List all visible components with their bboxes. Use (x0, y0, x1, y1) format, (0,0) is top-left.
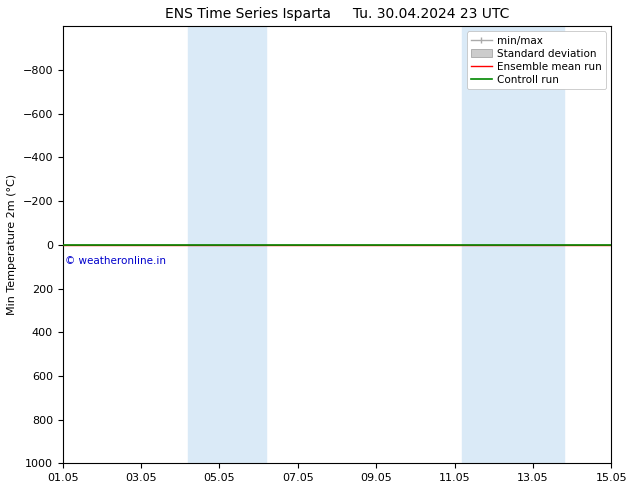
Bar (462, 26, 564, 464)
Legend: min/max, Standard deviation, Ensemble mean run, Controll run: min/max, Standard deviation, Ensemble me… (467, 31, 606, 89)
Y-axis label: Min Temperature 2m (°C): Min Temperature 2m (°C) (7, 174, 17, 316)
Text: © weatheronline.in: © weatheronline.in (65, 256, 165, 266)
Title: ENS Time Series Isparta     Tu. 30.04.2024 23 UTC: ENS Time Series Isparta Tu. 30.04.2024 2… (165, 7, 509, 21)
Bar (188, 26, 266, 464)
